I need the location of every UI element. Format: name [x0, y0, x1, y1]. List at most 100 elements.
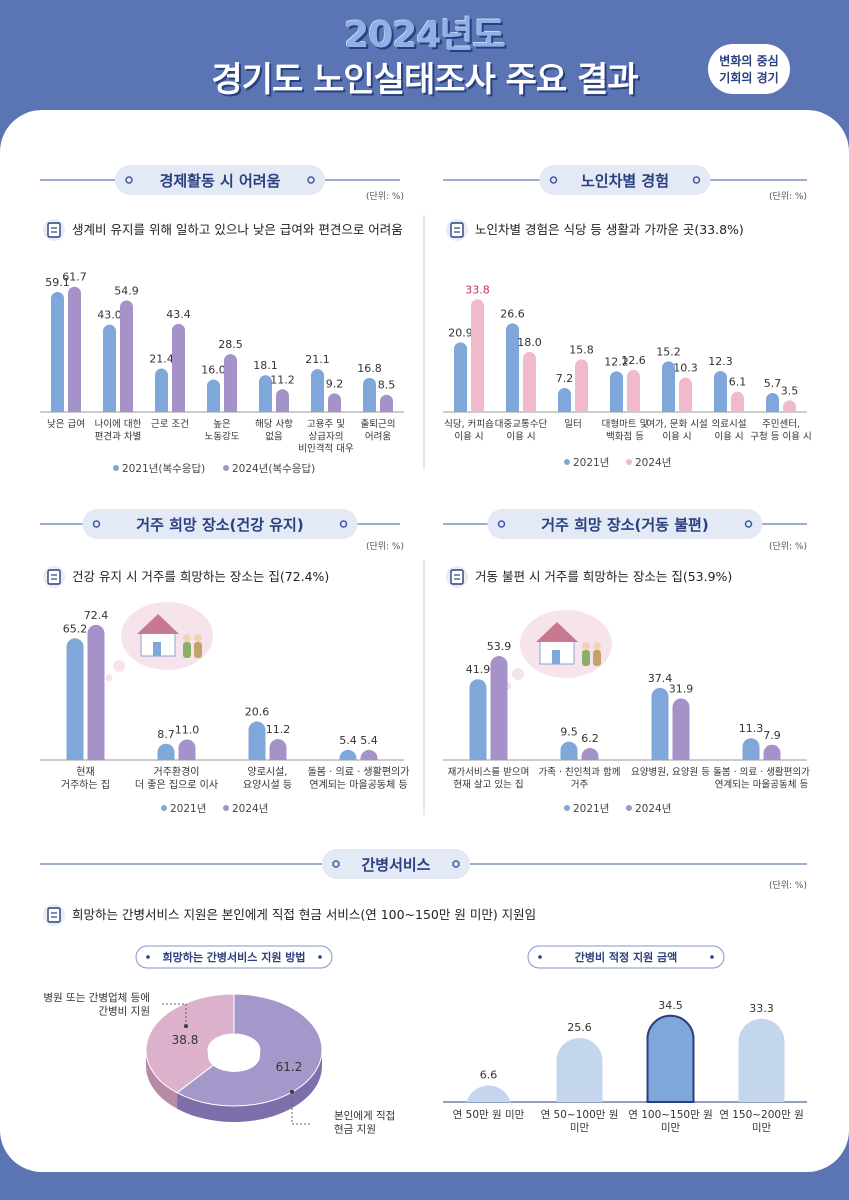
legend-label: 2024년	[635, 803, 671, 815]
data-label: 12.2	[604, 355, 629, 368]
unit-label: (단위: %)	[366, 191, 404, 202]
legend-label: 2021년	[573, 457, 609, 469]
tick-label: 양로시설, 요양시설 등	[243, 766, 292, 791]
data-label: 11.3	[739, 722, 764, 735]
data-label: 72.4	[84, 609, 109, 622]
bar	[276, 389, 289, 412]
section-res-healthy: (단위: %) 건강 유지 시 거주를 희망하는 장소는 집(72.4%)	[43, 541, 404, 682]
bar	[523, 352, 536, 412]
bar	[742, 738, 760, 760]
data-label: 16.8	[357, 362, 382, 375]
thought-dot	[113, 660, 125, 672]
legend-label: 2021년	[170, 803, 206, 815]
legend-label: 2021년	[573, 803, 609, 815]
data-label: 33.3	[749, 1002, 774, 1015]
bar	[763, 744, 781, 760]
person-head	[582, 642, 590, 650]
headline: 희망하는 간병서비스 지원은 본인에게 직접 현금 서비스(연 100~150만…	[72, 907, 536, 922]
legend-label: 2024년(복수응답)	[232, 463, 315, 475]
section-dot-left	[92, 520, 101, 528]
data-label: 15.2	[656, 345, 681, 358]
bar	[363, 377, 376, 412]
unit-label: (단위: %)	[769, 880, 807, 891]
section-dot-left	[497, 520, 506, 528]
legend-dot	[223, 805, 229, 811]
section-pill	[487, 509, 763, 539]
slogan-line1: 변화의 중심	[719, 54, 779, 68]
tick-label: 고용주 및 상급자의 비인격적 대우	[298, 418, 354, 455]
data-label: 38.8	[172, 1033, 199, 1047]
legend-dot	[223, 465, 229, 471]
data-label: 12.6	[621, 354, 646, 367]
tick-label: 근로 조건	[151, 419, 189, 430]
leader-line	[291, 1092, 312, 1125]
subtitle: 희망하는 간병서비스 지원 방법	[162, 950, 305, 964]
data-label: 21.1	[305, 353, 330, 366]
section-discrim-title: 노인차별 경험	[443, 165, 807, 195]
house-door	[153, 642, 161, 656]
leader-line	[160, 1003, 187, 1026]
bar	[766, 393, 779, 412]
house-illustration-healthy	[105, 602, 213, 682]
section-pill	[115, 165, 325, 195]
tick-label: 여가, 문화 시설 이용 시	[646, 418, 708, 442]
legend-dot	[564, 459, 570, 465]
tick-label: 돌봄 · 의료 · 생활편의가 연계되는 마을공동체 등	[713, 766, 810, 790]
donut-slice	[176, 993, 323, 1107]
data-label: 18.1	[253, 359, 278, 372]
data-label: 16.0	[201, 364, 226, 377]
slogan-line2: 기회의 경기	[719, 71, 779, 85]
person-head	[593, 642, 601, 650]
bar	[454, 342, 467, 412]
person-body	[582, 650, 590, 666]
headline: 생계비 유지를 위해 일하고 있으나 낮은 급여와 편견으로 어려움	[72, 222, 403, 237]
data-label: 61.2	[276, 1060, 303, 1074]
bar	[207, 379, 220, 412]
bar	[66, 638, 84, 760]
tick-label: 일터	[564, 419, 581, 430]
subtitle-dot	[538, 955, 542, 959]
house-door	[552, 650, 560, 664]
chart-resHealthy: 65.272.4 현재 거주하는 집 8.7 11.0 거주환경이 더 좋은 집으로 이사 2…	[40, 609, 409, 815]
slogan-badge: 변화의 중심 기회의 경기	[708, 44, 790, 94]
bar	[731, 391, 744, 412]
chart-discrim: 20.9 33.8 식당, 커피숍 이용 시 26.6 18.0 대중교통수단 이용 시 7.2…	[443, 283, 812, 469]
subtitle-dot	[318, 955, 322, 959]
bar	[259, 375, 273, 412]
subtitle: 간병비 적정 지원 금액	[575, 950, 678, 964]
bar	[672, 698, 690, 760]
bar	[269, 739, 287, 760]
data-label: 26.6	[500, 307, 525, 320]
data-label: 8.5	[378, 379, 396, 392]
tick-label: 현재 거주하는 집	[61, 766, 110, 791]
section-care: 간병서비스 (단위: %) 희망하는 간병서비스 지원은 본인에게 직접 현금 서비…	[40, 849, 807, 1136]
data-label: 43.0	[97, 309, 122, 322]
data-label: 20.9	[448, 326, 473, 339]
data-label: 6.2	[581, 732, 599, 745]
bar	[490, 656, 508, 760]
tick-label: 연 50만 원 미만	[453, 1109, 525, 1121]
bar	[155, 368, 168, 412]
data-label: 3.5	[781, 384, 799, 397]
data-label: 5.7	[764, 377, 782, 390]
bar	[471, 299, 484, 412]
tick-label: 나이에 대한 편견과 차별	[95, 419, 142, 442]
data-label: 65.2	[63, 622, 88, 635]
section-pill	[322, 849, 470, 879]
tick-label: 요양병원, 요양원 등	[631, 767, 710, 778]
legend-label: 2021년(복수응답)	[122, 463, 205, 475]
care-amount-chart: 6.6 연 50만 원 미만 25.6 연 50~100만 원 미만 34.5 연 100~…	[443, 999, 807, 1134]
memo-icon-sheet	[450, 569, 464, 585]
bar	[339, 749, 357, 760]
bar	[172, 323, 185, 412]
subtitle-dot	[710, 955, 714, 959]
section-pill	[539, 165, 711, 195]
house-illustration-impaired	[504, 610, 612, 690]
page-title: 경기도 노인실태조사 주요 결과	[211, 60, 638, 100]
subtitle-pill	[135, 945, 333, 969]
memo-icon-sheet	[47, 222, 61, 238]
bar	[662, 361, 675, 412]
person-body	[183, 642, 191, 658]
bar	[714, 371, 727, 412]
